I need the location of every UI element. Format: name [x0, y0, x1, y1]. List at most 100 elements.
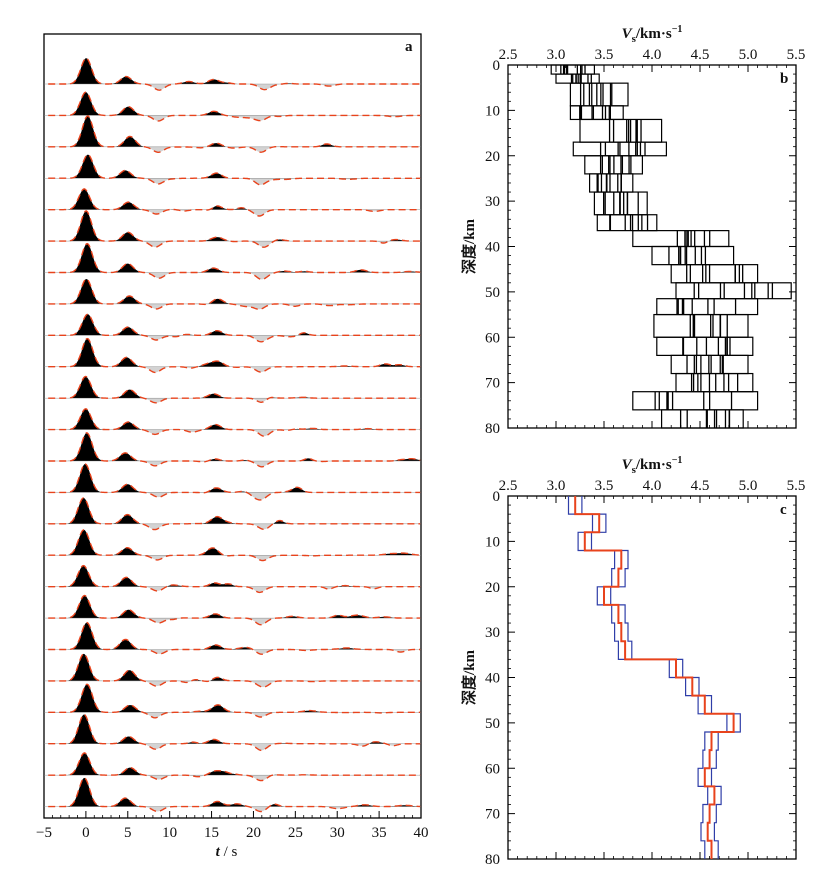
- trace-observed-fill: [48, 529, 421, 556]
- panel-label-a: a: [405, 39, 413, 55]
- x-tick-label-b: 4.0: [643, 47, 662, 63]
- model-layer-box: [596, 214, 658, 232]
- x-tick-label-a: 30: [330, 825, 345, 841]
- trace-observed-fill: [48, 408, 421, 430]
- x-tick-label-b: 4.5: [691, 47, 710, 63]
- trace-negative-fill: [48, 408, 421, 437]
- trace-synthetic-line: [48, 564, 421, 594]
- model-layer-box: [588, 173, 634, 193]
- x-tick-label-c: 4.0: [643, 478, 662, 494]
- trace-synthetic-line: [48, 188, 421, 217]
- x-tick-label-b: 3.0: [547, 47, 566, 63]
- trace-negative-fill: [48, 752, 421, 781]
- trace-negative-fill: [48, 314, 421, 342]
- trace-synthetic-line: [48, 497, 421, 531]
- model-layer-box: [632, 230, 730, 248]
- trace-observed-fill: [63, 188, 248, 210]
- trace-observed-fill: [48, 314, 421, 336]
- y-tick-label-c: 50: [485, 716, 500, 732]
- x-tick-label-a: 0: [82, 825, 90, 841]
- y-axis-title-c: 深度/km: [460, 649, 478, 705]
- panel-b: b 2.5 3.0 3.5 4.0 4.5 5.0 5.5 0 10 20 30 40 50 60 70 80 V…: [460, 24, 805, 437]
- trace-observed-fill: [48, 622, 421, 650]
- trace-negative-fill: [48, 529, 421, 561]
- y-tick-label-c: 30: [485, 625, 500, 641]
- y-tick-label-b: 40: [485, 240, 500, 256]
- y-tick-label-b: 80: [485, 421, 500, 437]
- x-tick-label-c: 3.5: [595, 478, 614, 494]
- trace-negative-fill: [48, 188, 421, 216]
- trace-synthetic-line: [48, 57, 421, 91]
- x-tick-label-a: 15: [204, 825, 219, 841]
- y-tick-label-c: 70: [485, 807, 500, 823]
- model-layer-box: [675, 282, 792, 300]
- model-layer-box: [670, 354, 749, 375]
- trace-observed-fill: [48, 684, 421, 713]
- trace-synthetic-line: [48, 278, 421, 311]
- x-axis-title-b: Vs/km·s−1: [622, 24, 683, 45]
- y-tick-label-b: 70: [485, 376, 500, 392]
- model-layer-box: [660, 409, 744, 429]
- x-axis-title-a: t / s: [216, 844, 238, 860]
- trace-synthetic-line: [48, 752, 421, 782]
- trace-observed-fill: [48, 92, 421, 116]
- trace-synthetic-line: [48, 115, 421, 153]
- y-tick-label-c: 0: [493, 489, 501, 505]
- x-tick-label-a: 35: [372, 825, 387, 841]
- trace-synthetic-line: [48, 154, 421, 186]
- trace-negative-fill: [48, 58, 421, 91]
- x-tick-label-a: 20: [246, 825, 261, 841]
- trace-observed-fill: [48, 279, 421, 304]
- trace-synthetic-line: [48, 91, 421, 122]
- model-layer-box: [670, 264, 759, 284]
- panel-a: a −5 0 5 10 15 20 25 30 35 40 t / s: [36, 33, 429, 860]
- x-tick-label-a: 5: [124, 825, 132, 841]
- x-tick-label-c: 5.0: [739, 478, 758, 494]
- trace-negative-fill: [48, 463, 421, 500]
- y-tick-label-b: 60: [485, 330, 500, 346]
- x-tick-label-b: 5.0: [739, 47, 758, 63]
- x-tick-label-a: 25: [288, 825, 303, 841]
- trace-negative-fill: [48, 376, 421, 403]
- y-tick-label-b: 0: [493, 58, 501, 74]
- model-layer-box: [656, 336, 754, 356]
- y-axis-title-b: 深度/km: [460, 218, 478, 274]
- trace-synthetic-line: [48, 713, 421, 752]
- x-tick-label-c: 5.5: [787, 478, 806, 494]
- model-layer-box: [653, 313, 749, 338]
- trace-observed-fill: [48, 497, 421, 524]
- trace-observed-fill: [48, 243, 421, 273]
- model-layer-box: [656, 298, 759, 316]
- y-tick-label-b: 50: [485, 285, 500, 301]
- trace-observed-fill: [48, 154, 421, 179]
- model-layer-box: [675, 372, 754, 393]
- trace-synthetic-line: [48, 408, 421, 437]
- x-tick-label-a: 40: [414, 825, 429, 841]
- trace-observed-fill: [48, 210, 421, 242]
- trace-observed-fill: [48, 338, 421, 367]
- y-tick-label-b: 20: [485, 149, 500, 165]
- x-tick-label-c: 3.0: [547, 478, 566, 494]
- trace-negative-fill: [48, 653, 421, 688]
- trace-negative-fill: [48, 497, 421, 530]
- trace-synthetic-line: [48, 313, 421, 343]
- x-tick-label-b: 3.5: [595, 47, 614, 63]
- trace-observed-fill: [48, 714, 421, 744]
- panel-label-b: b: [780, 71, 788, 87]
- x-tick-label-c: 4.5: [691, 478, 710, 494]
- trace-observed-fill: [48, 432, 421, 461]
- trace-synthetic-line: [48, 337, 421, 374]
- x-tick-label-b: 2.5: [499, 47, 518, 63]
- y-tick-label-c: 10: [485, 534, 500, 550]
- trace-negative-fill: [48, 243, 421, 280]
- panel-c: c 2.5 3.0 3.5 4.0 4.5 5.0 5.5 0 10 20 30 40 50 60 70 80 V…: [460, 455, 805, 868]
- model-layer-box: [579, 118, 663, 143]
- y-tick-label-b: 30: [485, 194, 500, 210]
- trace-synthetic-line: [48, 621, 421, 655]
- trace-synthetic-line: [48, 463, 421, 501]
- trace-synthetic-line: [48, 375, 421, 404]
- model-layer-box: [550, 64, 596, 75]
- trace-observed-fill: [48, 58, 421, 84]
- trace-observed-fill: [48, 463, 421, 493]
